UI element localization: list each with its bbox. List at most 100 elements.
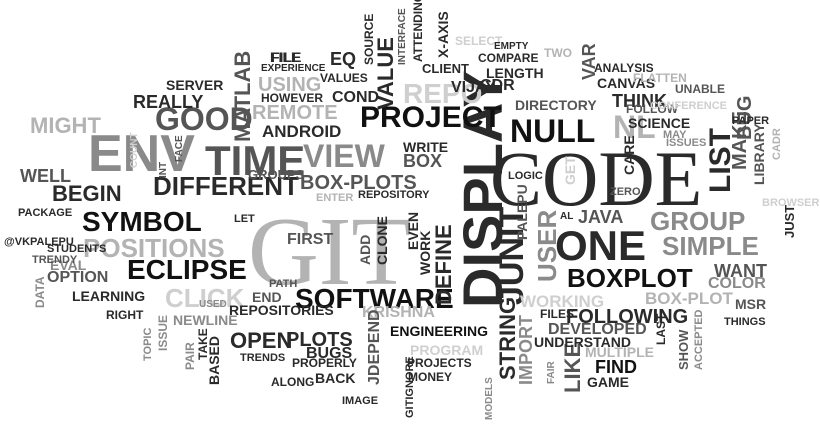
- word-eclipse: ECLIPSE: [127, 254, 247, 285]
- word-empty: EMPTY: [494, 41, 529, 52]
- word-money: MONEY: [408, 370, 453, 384]
- word-length: LENGTH: [486, 65, 544, 81]
- word-android: ANDROID: [262, 122, 342, 141]
- word-image: IMAGE: [342, 395, 379, 407]
- word-groups: GROUPS: [248, 167, 305, 182]
- word-topic: TOPIC: [142, 327, 154, 361]
- word-trends: TRENDS: [240, 352, 286, 364]
- word-well: WELL: [20, 166, 71, 186]
- word-things: THINGS: [724, 316, 766, 328]
- word-canvas: CANVAS: [597, 75, 656, 91]
- word-browser: BROWSER: [762, 197, 820, 209]
- word-students: STUDENTS: [47, 243, 107, 255]
- word-eq: EQ: [330, 49, 357, 69]
- word-pair: PAIR: [183, 342, 197, 370]
- word-follow: FOLLOW: [626, 102, 678, 116]
- word-box-plot: BOX-PLOT: [645, 289, 733, 308]
- word-clone: CLONE: [374, 216, 390, 265]
- word-group: GROUP: [650, 206, 746, 236]
- word-zero: ZERO: [610, 186, 641, 198]
- word-understand: UNDERSTAND: [534, 334, 631, 350]
- word-newline: NEWLINE: [173, 312, 238, 328]
- word-however: HOWEVER: [261, 91, 324, 105]
- word-issue: ISSUE: [156, 314, 170, 351]
- word-project: PROJECT: [360, 101, 502, 134]
- word-show: SHOW: [676, 329, 691, 370]
- word-unable: UNABLE: [675, 82, 725, 96]
- word-box: BOX: [403, 151, 443, 171]
- word-vijay: VIJAY: [451, 79, 496, 96]
- word-care: CARE: [621, 135, 637, 175]
- word-get: GET: [562, 156, 578, 185]
- word-attending: ATTENDING: [411, 0, 425, 62]
- word-analysis: ANALYSIS: [594, 61, 654, 75]
- word-files: FILES: [540, 307, 575, 321]
- word-path: PATH: [269, 278, 298, 290]
- word-eval: EVAL: [50, 257, 87, 273]
- word-face: FACE: [174, 135, 185, 162]
- word-following: FOLLOWING: [566, 306, 689, 328]
- word-option: OPTION: [47, 269, 109, 286]
- word-cond: COND: [332, 89, 380, 106]
- word-might: MIGHT: [30, 113, 101, 138]
- word-env: ENV: [88, 125, 195, 183]
- word-jdepend: JDEPEND: [366, 309, 383, 385]
- word-file: FILE: [271, 49, 302, 65]
- word-add: ADD: [357, 234, 373, 265]
- word-select: SELECT: [455, 34, 503, 48]
- word-time: TIME: [205, 137, 306, 184]
- word-server: SERVER: [166, 77, 224, 93]
- word-used: USED: [199, 299, 227, 310]
- word-x-axis: X-AXIS: [435, 11, 451, 58]
- word-two: TWO: [544, 46, 572, 60]
- word-may: MAY: [663, 129, 687, 141]
- word-last: LAST: [654, 313, 668, 345]
- word-repositories: REPOSITORIES: [229, 302, 334, 318]
- word-learning: LEARNING: [72, 288, 146, 304]
- word-work: WORK: [417, 230, 433, 275]
- word-source: SOURCE: [362, 13, 376, 65]
- word-software: SOFTWARE: [295, 283, 454, 314]
- word-remote: REMOTE: [252, 102, 338, 124]
- word-experience: EXPERIENCE: [261, 63, 326, 74]
- word-accepted: ACCEPTED: [693, 309, 705, 370]
- word-define: DEFINE: [431, 224, 456, 305]
- word-package: PACKAGE: [18, 207, 73, 219]
- word-krishna: KRISHNA: [362, 304, 435, 321]
- word-plots: PLOTS: [286, 329, 353, 351]
- word-box-plots: BOX-PLOTS: [300, 172, 417, 194]
- word-file: FILE: [270, 49, 301, 65]
- word-game: GAME: [587, 374, 629, 390]
- word-just: JUST: [782, 204, 797, 238]
- word-think: THINK: [612, 91, 667, 111]
- word-al: AL: [560, 211, 574, 222]
- word-multiple: MULTIPLE: [585, 344, 654, 360]
- word-logic: LOGIC: [508, 170, 543, 182]
- word-right: RIGHT: [106, 308, 144, 322]
- word-symbol: SYMBOL: [82, 206, 202, 237]
- word-enter: ENTER: [316, 192, 354, 204]
- word-developed: DEVELOPED: [548, 321, 647, 338]
- word-cadr: CADR: [771, 128, 783, 160]
- word-compare: COMPARE: [478, 51, 539, 65]
- word-repo: REPO: [403, 78, 483, 109]
- word-engineering: ENGINEERING: [390, 323, 489, 339]
- word-cdr: CDR: [480, 77, 515, 94]
- word-view: VIEW: [303, 138, 385, 174]
- word-count: COUNT: [129, 132, 140, 168]
- word-data: DATA: [33, 276, 47, 308]
- word-conference: CONFERENCE: [650, 100, 728, 112]
- word-want: WANT: [714, 261, 767, 281]
- word-begin: BEGIN: [52, 181, 122, 206]
- word-color: COLOR: [708, 275, 766, 292]
- word-good: GOOD: [155, 101, 253, 137]
- word-working: WORKING: [520, 292, 605, 311]
- word-repository: REPOSITORY: [358, 189, 430, 201]
- word-values: VALUES: [320, 71, 368, 85]
- word-boxplot: BOXPLOT: [567, 263, 693, 293]
- word-import: IMPORT: [516, 315, 536, 385]
- word-bugs: BUGS: [306, 345, 353, 362]
- word-null: NULL: [510, 113, 596, 149]
- word-fair: FAIR: [546, 361, 557, 384]
